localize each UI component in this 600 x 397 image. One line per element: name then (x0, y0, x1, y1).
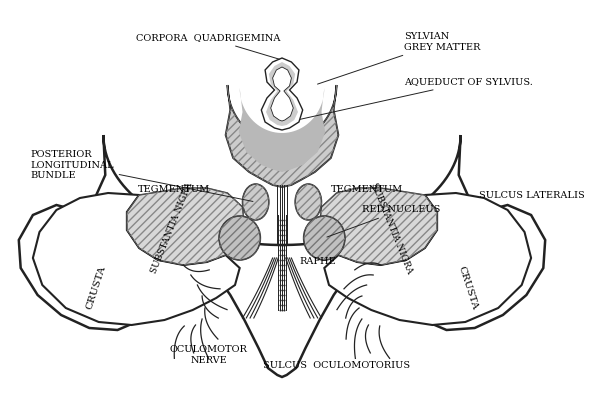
Ellipse shape (304, 216, 345, 260)
Text: CORPORA  QUADRIGEMINA: CORPORA QUADRIGEMINA (136, 33, 281, 59)
Text: OCULOMOTOR
NERVE: OCULOMOTOR NERVE (170, 345, 248, 365)
Text: SULCUS LATERALIS: SULCUS LATERALIS (479, 191, 585, 200)
Polygon shape (127, 188, 244, 265)
Ellipse shape (295, 184, 322, 220)
Polygon shape (239, 88, 325, 172)
Polygon shape (262, 58, 302, 130)
Polygon shape (33, 193, 240, 325)
Text: SYLVIAN
GREY MATTER: SYLVIAN GREY MATTER (317, 32, 481, 84)
Polygon shape (325, 193, 531, 325)
Text: SUBSTANTIA NIGRA: SUBSTANTIA NIGRA (370, 181, 415, 275)
Polygon shape (271, 67, 293, 121)
Text: RED NUCLEUS: RED NUCLEUS (327, 206, 440, 237)
Polygon shape (226, 85, 338, 187)
Polygon shape (320, 188, 437, 265)
Text: SULCUS  OCULOMOTORIUS: SULCUS OCULOMOTORIUS (263, 360, 410, 370)
Text: CRUSTA: CRUSTA (457, 265, 479, 311)
Text: AQUEDUCT OF SYLVIUS.: AQUEDUCT OF SYLVIUS. (300, 77, 533, 119)
Polygon shape (19, 135, 545, 377)
Text: TEGMENTUM: TEGMENTUM (138, 185, 210, 195)
Text: RAPHE: RAPHE (299, 258, 335, 266)
Text: SUBSTANTIA NIGRA: SUBSTANTIA NIGRA (149, 181, 194, 275)
Text: TEGMENTUM: TEGMENTUM (331, 185, 403, 195)
Ellipse shape (219, 216, 260, 260)
Polygon shape (266, 62, 298, 126)
Text: POSTERIOR
LONGITUDINAL
BUNDLE: POSTERIOR LONGITUDINAL BUNDLE (30, 150, 253, 201)
Text: CRUSTA: CRUSTA (85, 265, 107, 311)
Ellipse shape (242, 184, 269, 220)
